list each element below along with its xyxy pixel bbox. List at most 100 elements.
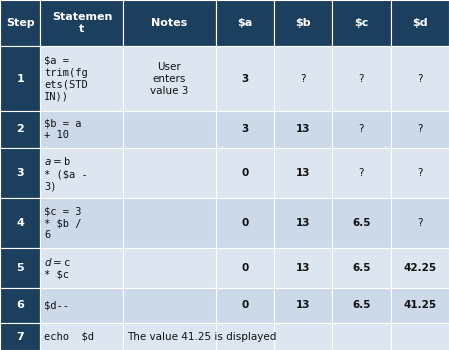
- Text: ?: ?: [417, 168, 423, 178]
- Text: 7: 7: [16, 331, 24, 342]
- Text: 13: 13: [296, 125, 310, 134]
- Bar: [123, 248, 216, 287]
- Bar: [274, 0, 332, 47]
- Text: ?: ?: [300, 74, 306, 84]
- Text: The value 41.25 is displayed: The value 41.25 is displayed: [127, 331, 277, 342]
- Bar: [0, 0, 40, 47]
- Bar: [123, 148, 216, 198]
- Text: $a = $b
* ($a -
3): $a = $b * ($a - 3): [44, 155, 88, 191]
- Bar: [123, 198, 216, 248]
- Bar: [274, 47, 332, 111]
- Bar: [216, 287, 274, 323]
- Text: 13: 13: [296, 218, 310, 228]
- Bar: [216, 0, 274, 47]
- Text: 0: 0: [241, 263, 248, 273]
- Bar: [332, 287, 391, 323]
- Bar: [391, 111, 449, 148]
- Text: echo  $d: echo $d: [44, 331, 94, 342]
- Text: 13: 13: [296, 168, 310, 178]
- Bar: [216, 111, 274, 148]
- Bar: [332, 323, 391, 350]
- Text: ?: ?: [417, 74, 423, 84]
- Text: 3: 3: [17, 168, 24, 178]
- Text: $d--: $d--: [44, 300, 69, 310]
- Text: 3: 3: [241, 125, 248, 134]
- Text: Statemen
t: Statemen t: [52, 12, 112, 34]
- Bar: [0, 198, 40, 248]
- Bar: [123, 0, 216, 47]
- Text: 4: 4: [16, 218, 24, 228]
- Bar: [391, 287, 449, 323]
- Bar: [0, 323, 40, 350]
- Text: 0: 0: [241, 218, 248, 228]
- Bar: [332, 111, 391, 148]
- Bar: [0, 47, 40, 111]
- Bar: [274, 248, 332, 287]
- Bar: [332, 148, 391, 198]
- Text: $d = $c
* $c: $d = $c * $c: [44, 256, 70, 280]
- Bar: [216, 148, 274, 198]
- Text: $a =
trim(fg
ets(STD
IN)): $a = trim(fg ets(STD IN)): [44, 56, 88, 102]
- Bar: [0, 148, 40, 198]
- Bar: [332, 198, 391, 248]
- Text: $a: $a: [237, 18, 252, 28]
- Bar: [0, 111, 40, 148]
- Bar: [274, 148, 332, 198]
- Text: $c = 3
* $b /
6: $c = 3 * $b / 6: [44, 206, 82, 240]
- Bar: [40, 0, 123, 47]
- Text: $c: $c: [354, 18, 369, 28]
- Text: 5: 5: [17, 263, 24, 273]
- Bar: [40, 47, 123, 111]
- Text: 6.5: 6.5: [352, 263, 371, 273]
- Bar: [274, 287, 332, 323]
- Bar: [123, 111, 216, 148]
- Bar: [123, 323, 449, 350]
- Bar: [123, 287, 216, 323]
- Text: 0: 0: [241, 300, 248, 310]
- Bar: [274, 111, 332, 148]
- Bar: [40, 198, 123, 248]
- Bar: [391, 323, 449, 350]
- Text: $d: $d: [412, 18, 427, 28]
- Bar: [332, 47, 391, 111]
- Text: Notes: Notes: [151, 18, 188, 28]
- Text: 42.25: 42.25: [403, 263, 436, 273]
- Bar: [216, 47, 274, 111]
- Bar: [332, 0, 391, 47]
- Text: ?: ?: [417, 218, 423, 228]
- Bar: [40, 148, 123, 198]
- Text: 1: 1: [16, 74, 24, 84]
- Text: $b: $b: [295, 18, 311, 28]
- Text: 41.25: 41.25: [403, 300, 436, 310]
- Text: 2: 2: [16, 125, 24, 134]
- Bar: [391, 248, 449, 287]
- Bar: [40, 248, 123, 287]
- Text: ?: ?: [359, 74, 364, 84]
- Bar: [123, 47, 216, 111]
- Bar: [391, 148, 449, 198]
- Text: Step: Step: [6, 18, 35, 28]
- Text: ?: ?: [359, 125, 364, 134]
- Text: 6: 6: [16, 300, 24, 310]
- Text: 13: 13: [296, 300, 310, 310]
- Bar: [391, 47, 449, 111]
- Text: ?: ?: [417, 125, 423, 134]
- Text: $b = a
+ 10: $b = a + 10: [44, 118, 82, 140]
- Text: 13: 13: [296, 263, 310, 273]
- Text: 6.5: 6.5: [352, 300, 371, 310]
- Bar: [40, 111, 123, 148]
- Bar: [216, 198, 274, 248]
- Text: ?: ?: [359, 168, 364, 178]
- Bar: [391, 198, 449, 248]
- Bar: [40, 287, 123, 323]
- Text: User
enters
value 3: User enters value 3: [150, 62, 189, 96]
- Text: 3: 3: [241, 74, 248, 84]
- Bar: [391, 0, 449, 47]
- Bar: [0, 287, 40, 323]
- Text: 6.5: 6.5: [352, 218, 371, 228]
- Bar: [40, 323, 123, 350]
- Bar: [0, 248, 40, 287]
- Bar: [274, 323, 332, 350]
- Bar: [274, 198, 332, 248]
- Bar: [216, 323, 274, 350]
